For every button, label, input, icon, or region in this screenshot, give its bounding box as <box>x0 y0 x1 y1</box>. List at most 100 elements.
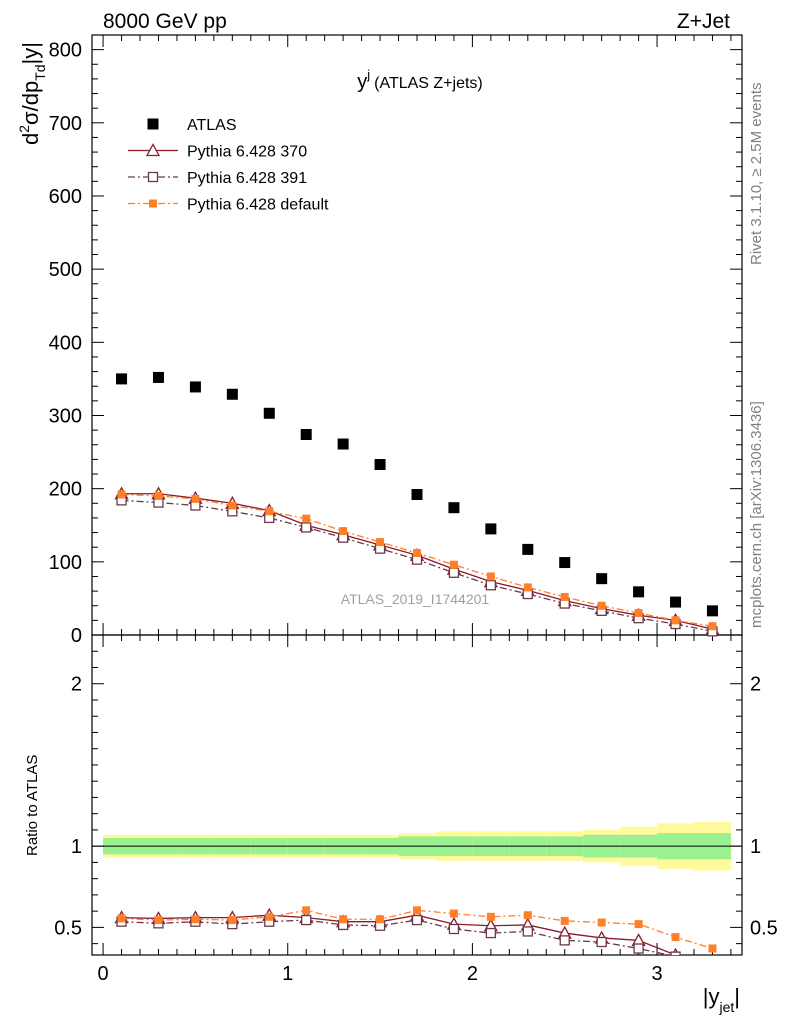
ratio-point-s2-12 <box>560 916 569 925</box>
x-tick-label: 3 <box>651 963 662 985</box>
main-point-s0-6 <box>337 438 349 450</box>
main-point-s3-11 <box>523 583 532 592</box>
legend: ATLAS Pythia 6.428 370 Pythia 6.428 391 Pyt… <box>128 117 329 214</box>
title-rest: (ATLAS Z+jets) <box>374 75 483 92</box>
ratio-point-s2-11 <box>523 911 532 920</box>
uncertainty-bands <box>92 821 742 871</box>
legend-marker-3 <box>149 199 157 208</box>
ratio-point-s2-10 <box>486 912 495 921</box>
ratio-y-axis-label: Ratio to ATLAS <box>24 755 41 856</box>
xlabel-sub: jet <box>718 999 734 1015</box>
legend-marker-1 <box>145 143 161 157</box>
x-tick-label: 1 <box>282 963 293 985</box>
main-point-s0-1 <box>152 371 164 383</box>
ratio-y-tick-label-right: 2 <box>750 674 761 696</box>
main-y-tick-label: 400 <box>49 332 82 354</box>
ratio-point-s1-15 <box>670 951 681 955</box>
ratio-line-2 <box>121 909 713 950</box>
ylabel-sup2: 2 <box>16 125 32 133</box>
plot-title: yj (ATLAS Z+jets) <box>357 67 483 93</box>
main-point-s3-4 <box>265 507 274 516</box>
data-series <box>114 371 720 978</box>
main-y-tick-label: 600 <box>49 186 82 208</box>
main-point-s3-9 <box>449 560 458 569</box>
legend-marker-0 <box>147 118 159 130</box>
main-point-s3-2 <box>191 494 200 503</box>
main-y-tick-label: 200 <box>49 479 82 501</box>
watermark-label: ATLAS_2019_I1744201 <box>341 591 490 607</box>
ratio-point-s1-8 <box>411 914 423 926</box>
ylabel-sigma: σ/dp <box>18 81 43 125</box>
ratio-point-s2-15 <box>671 933 680 942</box>
ratio-point-s0-16 <box>706 967 718 978</box>
main-point-s3-3 <box>228 501 237 510</box>
title-main: y <box>357 71 367 93</box>
main-point-s0-10 <box>485 523 497 535</box>
legend-marker-2 <box>147 171 159 183</box>
ratio-point-s1-9 <box>448 923 460 935</box>
legend-label-2: Pythia 6.428 391 <box>187 170 307 187</box>
ratio-point-s1-12 <box>559 935 570 946</box>
main-point-s3-8 <box>413 549 421 558</box>
x-axis-label: |yjet| <box>703 984 740 1015</box>
ratio-y-tick-label-right: 0.5 <box>750 917 778 939</box>
main-point-s2-10 <box>485 580 497 591</box>
mcplots-side-label: mcplots.cern.ch [arXiv:1306.3436] <box>748 401 765 628</box>
ratio-point-s1-5 <box>301 914 312 926</box>
main-point-s3-13 <box>597 601 606 610</box>
ratio-point-s2-16 <box>708 944 717 953</box>
main-point-s0-16 <box>706 605 718 617</box>
main-point-s3-7 <box>376 538 385 547</box>
ratio-point-s2-13 <box>597 918 606 927</box>
legend-label-3: Pythia 6.428 default <box>187 197 329 214</box>
main-y-tick-label: 100 <box>49 552 82 574</box>
ratio-point-s2-3 <box>228 916 237 925</box>
main-y-tick-label: 300 <box>49 405 82 427</box>
main-point-s0-11 <box>522 543 534 555</box>
ratio-y-tick-label: 1 <box>71 836 82 858</box>
ratio-point-s2-8 <box>413 906 421 915</box>
xlabel-main: |y <box>703 984 720 1009</box>
header-left: 8000 GeV pp <box>103 10 227 33</box>
ratio-point-s2-0 <box>117 914 126 923</box>
main-point-s3-1 <box>154 491 163 500</box>
ratio-point-s1-14 <box>633 943 644 954</box>
main-point-s3-6 <box>339 527 348 536</box>
main-y-tick-label: 700 <box>49 113 82 135</box>
main-point-s0-9 <box>448 502 460 514</box>
main-point-s2-9 <box>448 567 460 578</box>
ratio-point-s1-13 <box>596 936 607 948</box>
main-point-s0-0 <box>116 373 128 385</box>
axis-ticks: 0 1 2 3 0 100 200 300 400 500 600 700 800 0.5 0.5 1 1 2 2 <box>49 34 778 985</box>
ratio-point-s2-7 <box>376 915 385 924</box>
xlabel-end: | <box>734 984 740 1009</box>
legend-label-1: Pythia 6.428 370 <box>187 144 307 161</box>
main-y-tick-label: 800 <box>49 40 82 62</box>
main-point-s0-8 <box>411 489 423 501</box>
main-point-s3-12 <box>560 592 569 601</box>
ratio-point-s2-6 <box>339 915 348 924</box>
main-point-s0-5 <box>300 429 312 441</box>
main-point-s0-7 <box>374 459 386 471</box>
legend-label-0: ATLAS <box>187 117 237 134</box>
main-y-tick-label: 0 <box>71 625 82 647</box>
main-point-s3-16 <box>708 622 717 631</box>
ylabel-d: d <box>18 133 43 145</box>
main-y-tick-label: 500 <box>49 259 82 281</box>
title-sup: j <box>366 67 370 82</box>
main-point-s2-5 <box>301 522 312 533</box>
ratio-point-s1-11 <box>522 926 533 937</box>
main-point-s0-14 <box>633 586 645 598</box>
main-point-s3-10 <box>486 572 495 581</box>
ratio-point-s2-14 <box>634 920 643 929</box>
main-point-s0-2 <box>189 381 201 393</box>
main-point-s3-14 <box>634 609 643 618</box>
ylabel-absy: |y| <box>18 42 43 64</box>
x-tick-label: 2 <box>467 963 478 985</box>
ratio-point-s2-1 <box>154 916 163 925</box>
ratio-point-s2-2 <box>191 915 200 924</box>
ratio-point-s2-5 <box>302 906 311 915</box>
main-point-s0-4 <box>263 407 275 419</box>
main-line-2 <box>121 499 713 632</box>
